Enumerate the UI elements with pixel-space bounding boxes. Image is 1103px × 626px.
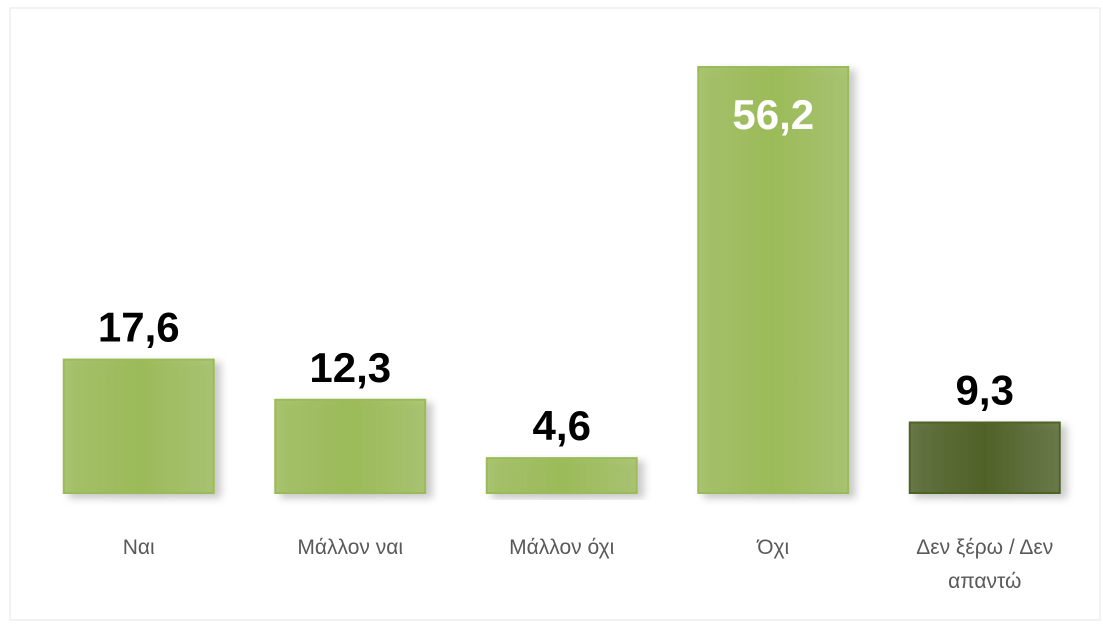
value-label: 56,2 <box>732 91 814 138</box>
x-tick-label: Όχι <box>757 536 790 559</box>
x-tick-label: Ναι <box>122 536 155 559</box>
bar <box>62 358 215 495</box>
x-tick-label: Μάλλον όχι <box>509 536 615 559</box>
value-label: 9,3 <box>956 367 1014 414</box>
value-label: 17,6 <box>98 304 180 351</box>
bar <box>274 398 427 495</box>
bar <box>485 457 638 495</box>
value-label: 4,6 <box>533 402 591 449</box>
bar <box>908 421 1061 494</box>
x-tick-label: Μάλλον ναι <box>297 536 404 559</box>
bar <box>697 66 850 494</box>
value-label: 12,3 <box>309 344 391 391</box>
frame <box>9 7 1101 621</box>
x-tick-label: Δεν ξέρω / Δεν απαντώ <box>916 536 1054 593</box>
